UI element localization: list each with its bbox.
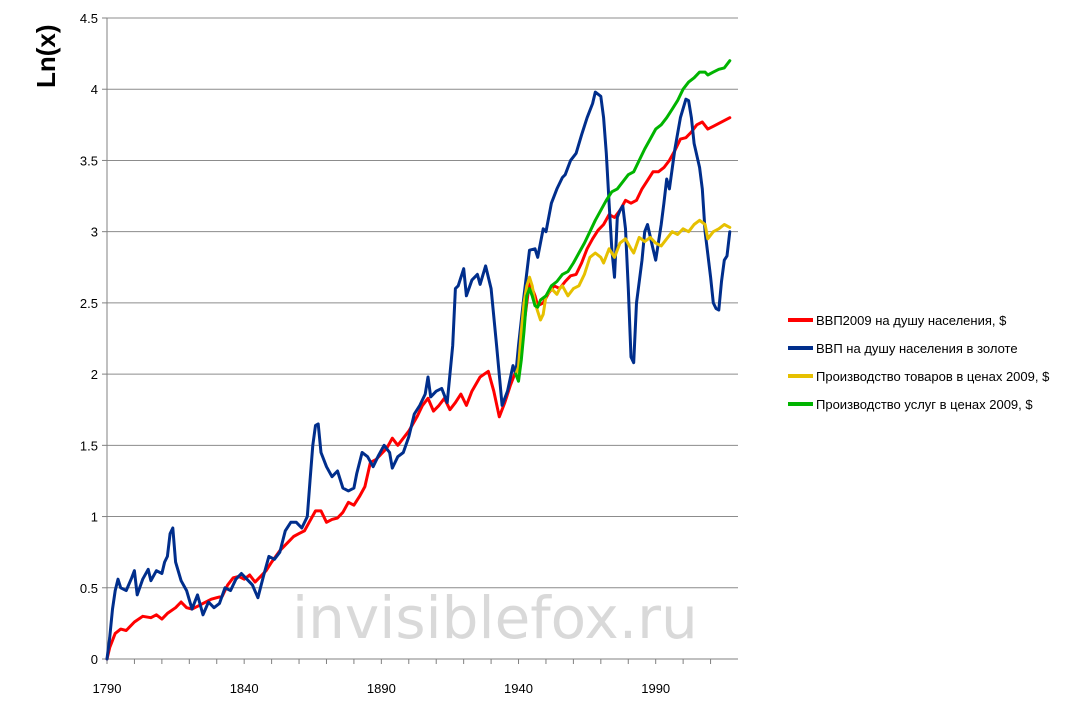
legend-label: ВВП2009 на душу населения, $ xyxy=(816,312,1007,328)
series-line-2 xyxy=(105,90,732,661)
y-tick-label: 3 xyxy=(91,225,98,240)
y-tick-label: 1.5 xyxy=(80,438,98,453)
y-axis-ticks: 0 0.5 1 1.5 2 2.5 3 3.5 4 4.5 xyxy=(80,11,107,667)
legend-swatch xyxy=(788,374,813,378)
y-tick-label: 4 xyxy=(91,82,98,97)
legend-swatch xyxy=(788,402,813,406)
y-tick-label: 1 xyxy=(91,510,98,525)
y-axis-label: Ln(x) xyxy=(31,24,61,88)
legend-item: ВВП на душу населения в золоте xyxy=(788,334,1049,362)
x-axis-ticks: 1790 1840 1890 1940 1990 xyxy=(93,659,712,696)
legend-swatch xyxy=(788,318,813,322)
y-tick-label: 0 xyxy=(91,652,98,667)
legend-swatch xyxy=(788,346,813,350)
series-line-4 xyxy=(514,59,732,383)
legend-label: Производство услуг в ценах 2009, $ xyxy=(816,396,1033,412)
x-tick-label: 1990 xyxy=(641,681,670,696)
y-tick-label: 3.5 xyxy=(80,153,98,168)
series-line-3 xyxy=(514,218,732,376)
series-line-1 xyxy=(105,116,732,661)
x-tick-label: 1790 xyxy=(93,681,122,696)
legend-item: Производство товаров в ценах 2009, $ xyxy=(788,362,1049,390)
legend-label: ВВП на душу населения в золоте xyxy=(816,340,1018,356)
y-tick-label: 0.5 xyxy=(80,581,98,596)
x-tick-label: 1840 xyxy=(230,681,259,696)
x-tick-label: 1940 xyxy=(504,681,533,696)
y-tick-label: 2 xyxy=(91,367,98,382)
series-group xyxy=(105,59,732,661)
legend-label: Производство товаров в ценах 2009, $ xyxy=(816,368,1050,384)
legend-item: ВВП2009 на душу населения, $ xyxy=(788,306,1049,334)
y-tick-label: 2.5 xyxy=(80,296,98,311)
watermark: invisiblefox.ru xyxy=(292,584,698,652)
y-tick-label: 4.5 xyxy=(80,11,98,26)
x-tick-label: 1890 xyxy=(367,681,396,696)
legend: ВВП2009 на душу населения, $ ВВП на душу … xyxy=(788,306,1049,418)
legend-item: Производство услуг в ценах 2009, $ xyxy=(788,390,1049,418)
gridlines xyxy=(107,17,738,589)
